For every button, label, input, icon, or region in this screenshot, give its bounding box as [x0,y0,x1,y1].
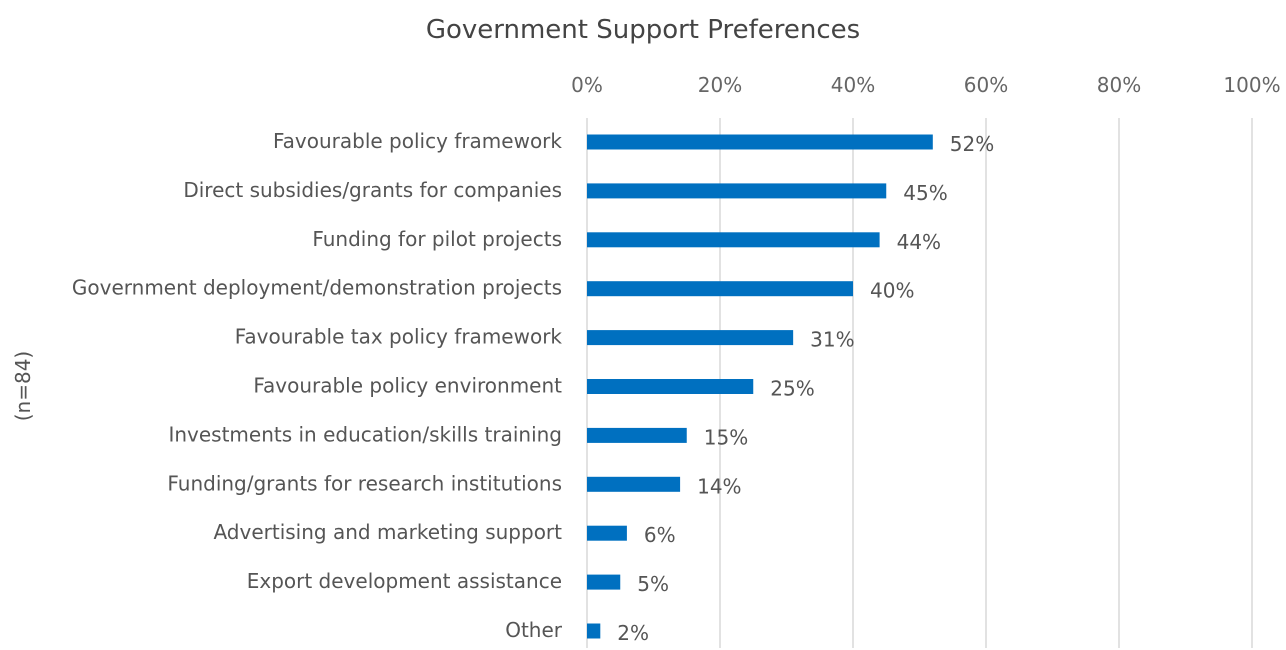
data-labels: 52% 45% 44% 40% 31% 25% 15% 14% 6% 5% 2% [617,132,994,645]
bar [587,379,754,394]
bar [587,427,687,443]
category-label: Favourable tax policy framework [235,325,563,349]
x-tick-label: 60% [964,73,1008,97]
category-label: Export development assistance [247,569,562,593]
y-axis-label: (n=84) [11,351,35,422]
bar [587,623,601,639]
data-label: 31% [810,328,854,352]
data-label: 44% [897,230,941,254]
gridlines [586,118,1253,648]
bar [587,134,933,150]
category-label: Other [505,618,563,642]
category-label: Funding for pilot projects [312,227,562,251]
data-label: 5% [637,572,669,596]
x-tick-label: 20% [698,73,742,97]
bar [587,183,887,199]
bar [587,232,880,248]
category-label: Funding/grants for research institutions [167,471,562,495]
bar [587,574,621,590]
data-label: 6% [644,523,676,547]
category-label: Government deployment/demonstration proj… [72,276,562,300]
category-label: Favourable policy environment [253,374,562,398]
category-label: Investments in education/skills training [168,422,562,446]
data-label: 2% [617,621,649,645]
x-tick-label: 40% [831,73,875,97]
category-label: Favourable policy framework [273,129,562,153]
data-label: 45% [903,181,947,205]
data-label: 15% [704,425,748,449]
bar [587,330,794,346]
x-axis-ticks: 0% 20% 40% 60% 80% 100% [571,73,1280,97]
chart-title: Government Support Preferences [426,15,860,45]
bars [587,134,933,639]
x-tick-label: 100% [1223,73,1280,97]
data-label: 52% [950,132,994,156]
bar [587,525,627,541]
x-tick-label: 80% [1097,73,1141,97]
category-label: Direct subsidies/grants for companies [183,178,562,202]
data-label: 14% [697,474,741,498]
category-label: Advertising and marketing support [213,520,562,544]
x-tick-label: 0% [571,73,603,97]
bar [587,281,853,297]
data-label: 25% [770,377,814,401]
data-label: 40% [870,279,914,303]
category-labels: Favourable policy framework Direct subsid… [72,129,563,642]
bar [587,476,681,492]
